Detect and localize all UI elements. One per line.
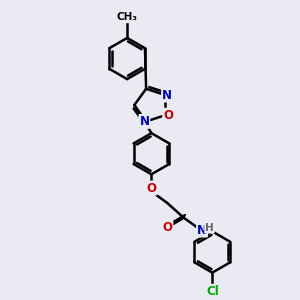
Text: CH₃: CH₃ bbox=[117, 12, 138, 22]
Text: N: N bbox=[197, 224, 207, 236]
Text: O: O bbox=[163, 109, 173, 122]
Text: O: O bbox=[146, 182, 156, 194]
Text: O: O bbox=[162, 221, 172, 234]
Text: Cl: Cl bbox=[206, 285, 219, 298]
Text: H: H bbox=[205, 223, 214, 233]
Text: N: N bbox=[162, 88, 172, 101]
Text: N: N bbox=[140, 115, 149, 128]
